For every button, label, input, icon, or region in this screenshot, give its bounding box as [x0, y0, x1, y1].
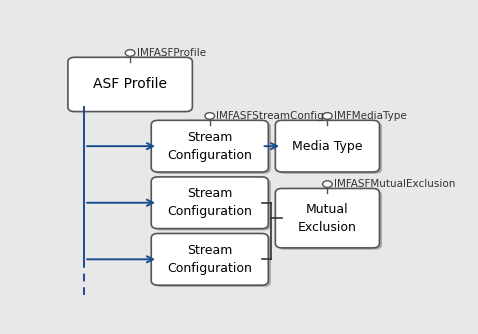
FancyBboxPatch shape — [151, 120, 268, 172]
FancyBboxPatch shape — [151, 177, 268, 228]
FancyBboxPatch shape — [275, 120, 380, 172]
FancyBboxPatch shape — [278, 122, 382, 174]
Text: Stream
Configuration: Stream Configuration — [167, 131, 252, 162]
Text: ASF Profile: ASF Profile — [93, 77, 167, 92]
FancyBboxPatch shape — [68, 57, 192, 112]
Text: Mutual
Exclusion: Mutual Exclusion — [298, 203, 357, 234]
FancyBboxPatch shape — [151, 233, 268, 285]
Text: Media Type: Media Type — [292, 140, 363, 153]
FancyBboxPatch shape — [278, 190, 382, 250]
Text: Stream
Configuration: Stream Configuration — [167, 187, 252, 218]
Text: Stream
Configuration: Stream Configuration — [167, 244, 252, 275]
Circle shape — [323, 113, 332, 119]
FancyBboxPatch shape — [154, 179, 271, 230]
Text: IMFASFStreamConfig: IMFASFStreamConfig — [217, 111, 324, 121]
FancyBboxPatch shape — [154, 122, 271, 174]
FancyBboxPatch shape — [154, 235, 271, 287]
Circle shape — [205, 113, 215, 119]
Circle shape — [125, 49, 135, 56]
FancyBboxPatch shape — [275, 188, 380, 248]
Text: IMFASFProfile: IMFASFProfile — [137, 48, 206, 58]
Text: IMFMediaType: IMFMediaType — [334, 111, 407, 121]
Circle shape — [323, 181, 332, 187]
Text: IMFASFMutualExclusion: IMFASFMutualExclusion — [334, 179, 456, 189]
